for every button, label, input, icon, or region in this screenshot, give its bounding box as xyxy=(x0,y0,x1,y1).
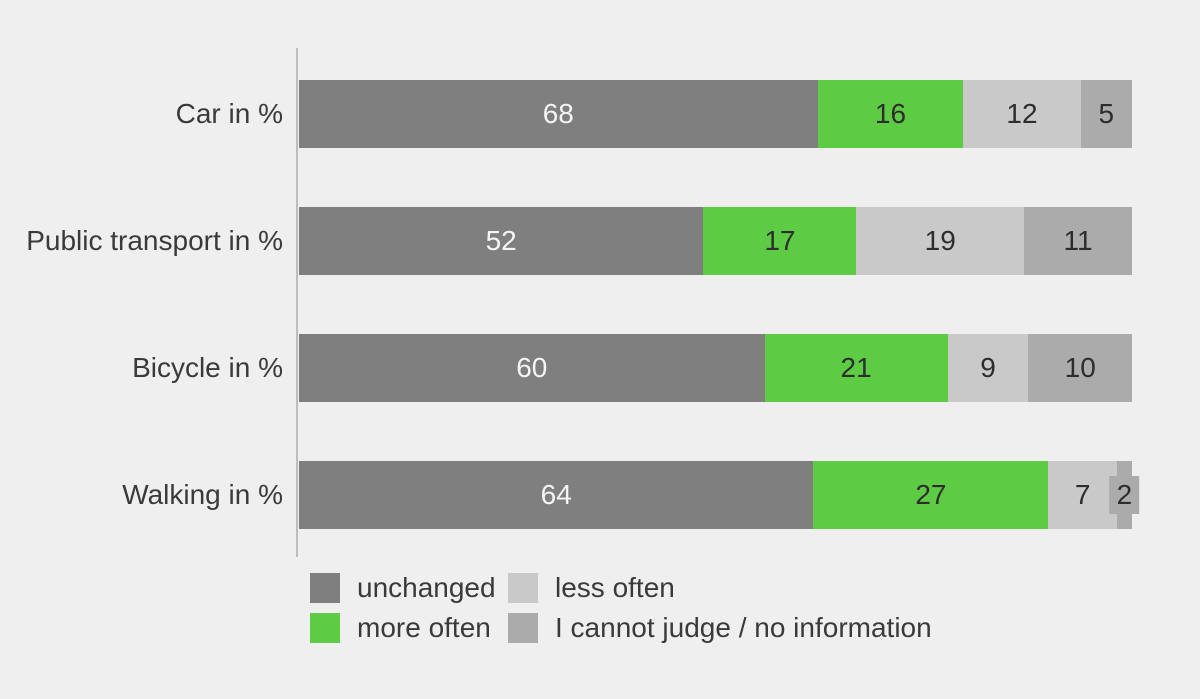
bar-segment: 5 xyxy=(1080,80,1132,148)
legend-label: unchanged xyxy=(357,572,496,603)
bar-segment-value: 19 xyxy=(924,225,956,256)
bar-segment-value: 21 xyxy=(840,352,872,383)
bar-segment-value: 64 xyxy=(540,479,572,510)
bar-segment: 7 xyxy=(1048,461,1117,529)
bar-segment-value: 2 xyxy=(1109,476,1140,514)
bar-segment-value: 52 xyxy=(485,225,517,256)
category-label: Car in % xyxy=(175,98,283,129)
bar-segment: 68 xyxy=(299,80,818,148)
bar-segment-value: 27 xyxy=(915,479,947,510)
bar-segment-value: 68 xyxy=(542,98,574,129)
legend-item: more often xyxy=(310,612,508,644)
bar-segment: 21 xyxy=(764,334,948,402)
legend-label: less often xyxy=(555,572,675,603)
bar-segment-value: 17 xyxy=(764,225,796,256)
chart-legend: unchanged more often less often I cannot ju… xyxy=(310,572,932,644)
bar-segment-value: 11 xyxy=(1063,225,1093,256)
bar-row: 64 27 7 2 xyxy=(299,461,1140,529)
bar-segment: 19 xyxy=(856,207,1024,275)
bar-segment-value: 5 xyxy=(1098,98,1115,129)
legend-swatch-icon xyxy=(310,613,340,643)
legend-swatch-icon xyxy=(508,573,538,603)
bar-segment: 10 xyxy=(1028,334,1132,402)
bar-segment-value: 10 xyxy=(1064,352,1096,383)
category-label: Bicycle in % xyxy=(132,352,283,383)
legend-swatch-icon xyxy=(508,613,538,643)
bar-segment: 16 xyxy=(817,80,964,148)
legend-item: less often xyxy=(508,572,932,604)
bar-segment: 2 xyxy=(1109,461,1140,529)
bar-segment-value: 16 xyxy=(874,98,907,129)
bar-row: 60 21 9 10 xyxy=(299,334,1132,402)
bar-row: 52 17 19 11 xyxy=(299,207,1132,275)
bar-segment-value: 12 xyxy=(1006,98,1038,129)
category-label: Walking in % xyxy=(122,479,283,510)
bar-row: 68 16 12 5 xyxy=(299,80,1132,148)
legend-item: I cannot judge / no information xyxy=(508,612,932,644)
category-label: Public transport in % xyxy=(26,225,283,256)
bar-segment: 52 xyxy=(299,207,704,275)
bar-segment: 27 xyxy=(813,461,1049,529)
bar-segment: 60 xyxy=(299,334,765,402)
bar-segment: 12 xyxy=(963,80,1081,148)
bar-segment: 17 xyxy=(703,207,857,275)
bar-segment-value: 9 xyxy=(980,352,996,383)
bar-segment: 64 xyxy=(299,461,814,529)
y-axis-line xyxy=(296,48,298,557)
bar-segment: 9 xyxy=(947,334,1029,402)
bar-segment-value: 7 xyxy=(1074,479,1091,510)
bar-segment-value: 60 xyxy=(516,352,548,383)
legend-item: unchanged xyxy=(310,572,508,604)
legend-label: more often xyxy=(357,612,491,643)
legend-swatch-icon xyxy=(310,573,340,603)
bar-segment: 11 xyxy=(1023,207,1132,275)
legend-label: I cannot judge / no information xyxy=(555,612,932,643)
